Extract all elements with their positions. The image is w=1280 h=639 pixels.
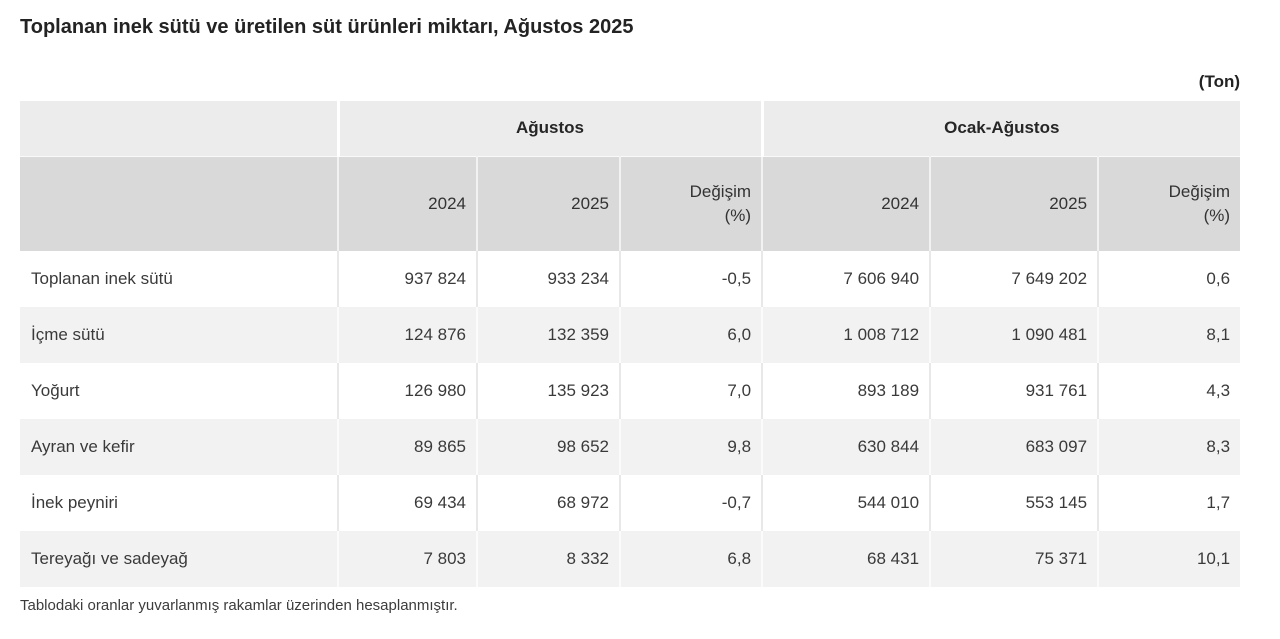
cell-value: 893 189 [761, 363, 931, 419]
cell-value: 68 972 [476, 475, 620, 531]
cell-value: 553 145 [929, 475, 1099, 531]
column-header-row: 2024 2025 Değişim (%) 2024 2025 Değişim … [20, 156, 1241, 251]
cell-value: 1 008 712 [761, 307, 931, 363]
cell-value: 10,1 [1097, 531, 1241, 587]
row-label: İnek peyniri [20, 475, 338, 531]
cell-value: 8,1 [1097, 307, 1241, 363]
cell-value: 124 876 [337, 307, 477, 363]
row-label: İçme sütü [20, 307, 338, 363]
col-header-degisim-label: Değişim [689, 181, 752, 201]
row-label: Tereyağı ve sadeyağ [20, 531, 338, 587]
cell-value: 7 649 202 [929, 251, 1099, 307]
cell-value: 683 097 [929, 419, 1099, 475]
column-group-ocak-agustos: Ocak-Ağustos [760, 101, 1241, 157]
cell-value: 544 010 [761, 475, 931, 531]
row-label: Toplanan inek sütü [20, 251, 338, 307]
cell-value: 0,6 [1097, 251, 1241, 307]
col-header-agustos-degisim: Değişim (%) [618, 156, 763, 251]
table-row-inek-peyniri: İnek peyniri 69 434 68 972 -0,7 544 010 … [20, 475, 1241, 531]
cell-value: 1,7 [1097, 475, 1241, 531]
column-group-row: Ağustos Ocak-Ağustos [20, 101, 1241, 157]
cell-value: 630 844 [761, 419, 931, 475]
col-header-ocak-degisim: Değişim (%) [1097, 156, 1241, 251]
row-label: Ayran ve kefir [20, 419, 338, 475]
table-row-ayran-ve-kefir: Ayran ve kefir 89 865 98 652 9,8 630 844… [20, 419, 1241, 475]
cell-value: 8 332 [476, 531, 620, 587]
cell-value: 9,8 [618, 419, 763, 475]
col-header-agustos-2024: 2024 [337, 156, 477, 251]
col-header-percent-label: (%) [724, 205, 752, 225]
cell-value: 6,0 [618, 307, 763, 363]
cell-value: 7 803 [337, 531, 477, 587]
cell-value: 937 824 [337, 251, 477, 307]
cell-value: 68 431 [761, 531, 931, 587]
cell-value: 6,8 [618, 531, 763, 587]
cell-value: 69 434 [337, 475, 477, 531]
table-row-icme-sutu: İçme sütü 124 876 132 359 6,0 1 008 712 … [20, 307, 1241, 363]
cell-value: 98 652 [476, 419, 620, 475]
table-row-tereyagi-ve-sadeyag: Tereyağı ve sadeyağ 7 803 8 332 6,8 68 4… [20, 531, 1241, 587]
table-row-yogurt: Yoğurt 126 980 135 923 7,0 893 189 931 7… [20, 363, 1241, 419]
column-group-agustos: Ağustos [336, 101, 763, 157]
col-header-agustos-2025: 2025 [476, 156, 620, 251]
cell-value: -0,7 [618, 475, 763, 531]
row-label: Yoğurt [20, 363, 338, 419]
cell-value: 7,0 [618, 363, 763, 419]
cell-value: 8,3 [1097, 419, 1241, 475]
cell-value: 135 923 [476, 363, 620, 419]
col-header-percent-label: (%) [1203, 205, 1231, 225]
cell-value: 933 234 [476, 251, 620, 307]
cell-value: 4,3 [1097, 363, 1241, 419]
table-footnote: Tablodaki oranlar yuvarlanmış rakamlar ü… [20, 597, 458, 614]
cell-value: 126 980 [337, 363, 477, 419]
cell-value: 7 606 940 [761, 251, 931, 307]
cell-value: 75 371 [929, 531, 1099, 587]
col-header-ocak-2025: 2025 [929, 156, 1099, 251]
cell-value: 89 865 [337, 419, 477, 475]
col-header-degisim-label: Değişim [1168, 181, 1231, 201]
cell-value: 132 359 [476, 307, 620, 363]
cell-value: 1 090 481 [929, 307, 1099, 363]
milk-products-table: Ağustos Ocak-Ağustos 2024 2025 Değişim (… [20, 101, 1241, 587]
page-title: Toplanan inek sütü ve üretilen süt ürünl… [20, 16, 634, 38]
empty-header-cell [20, 101, 338, 157]
cell-value: 931 761 [929, 363, 1099, 419]
table-row-toplanan-inek-sutu: Toplanan inek sütü 937 824 933 234 -0,5 … [20, 251, 1241, 307]
cell-value: -0,5 [618, 251, 763, 307]
empty-header-cell [20, 156, 338, 251]
col-header-ocak-2024: 2024 [761, 156, 931, 251]
unit-label: (Ton) [1198, 72, 1240, 91]
